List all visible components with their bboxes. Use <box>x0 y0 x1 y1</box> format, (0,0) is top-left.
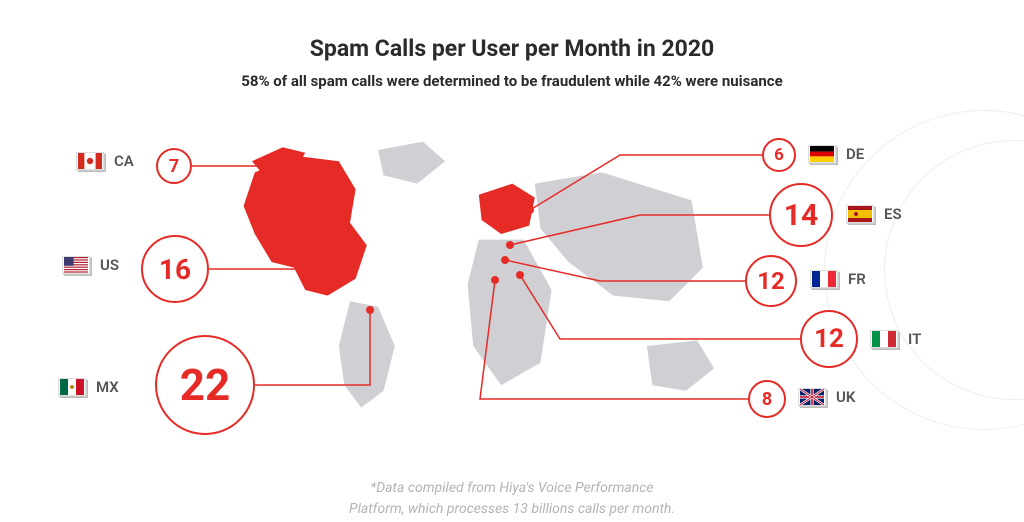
value-bubble-fr: 12 <box>745 255 797 307</box>
country-code: UK <box>836 388 855 406</box>
country-code: ES <box>884 205 902 223</box>
flag-icon-it <box>870 330 898 348</box>
country-code: CA <box>114 152 134 170</box>
value-bubble-us: 16 <box>141 235 209 303</box>
value-bubble-it: 12 <box>800 310 858 368</box>
country-label-us: US <box>62 256 119 274</box>
country-code: DE <box>846 145 864 163</box>
world-map <box>210 120 770 460</box>
value-bubble-ca: 7 <box>156 148 192 184</box>
flag-icon-es <box>846 205 874 223</box>
footnote-line2: Platform, which processes 13 billions ca… <box>349 501 675 517</box>
country-label-mx: MX <box>58 378 119 396</box>
footnote: *Data compiled from Hiya's Voice Perform… <box>0 478 1024 520</box>
country-label-es: ES <box>846 205 902 223</box>
country-code: MX <box>96 378 119 396</box>
footnote-line1: *Data compiled from Hiya's Voice Perform… <box>370 480 653 496</box>
flag-icon-fr <box>810 270 838 288</box>
country-code: FR <box>848 270 866 288</box>
value-bubble-mx: 22 <box>155 335 255 435</box>
chart-subtitle: 58% of all spam calls were determined to… <box>0 72 1024 90</box>
country-code: US <box>100 256 119 274</box>
flag-icon-uk <box>798 388 826 406</box>
country-label-fr: FR <box>810 270 866 288</box>
value-bubble-de: 6 <box>762 138 796 172</box>
flag-icon-de <box>808 145 836 163</box>
flag-icon-mx <box>58 378 86 396</box>
chart-title: Spam Calls per User per Month in 2020 <box>0 35 1024 62</box>
value-bubble-uk: 8 <box>748 380 786 418</box>
flag-icon-us <box>62 256 90 274</box>
country-label-ca: CA <box>76 152 134 170</box>
country-label-it: IT <box>870 330 921 348</box>
flag-icon-ca <box>76 152 104 170</box>
country-label-uk: UK <box>798 388 855 406</box>
value-bubble-es: 14 <box>769 183 833 247</box>
country-label-de: DE <box>808 145 864 163</box>
country-code: IT <box>908 330 921 348</box>
